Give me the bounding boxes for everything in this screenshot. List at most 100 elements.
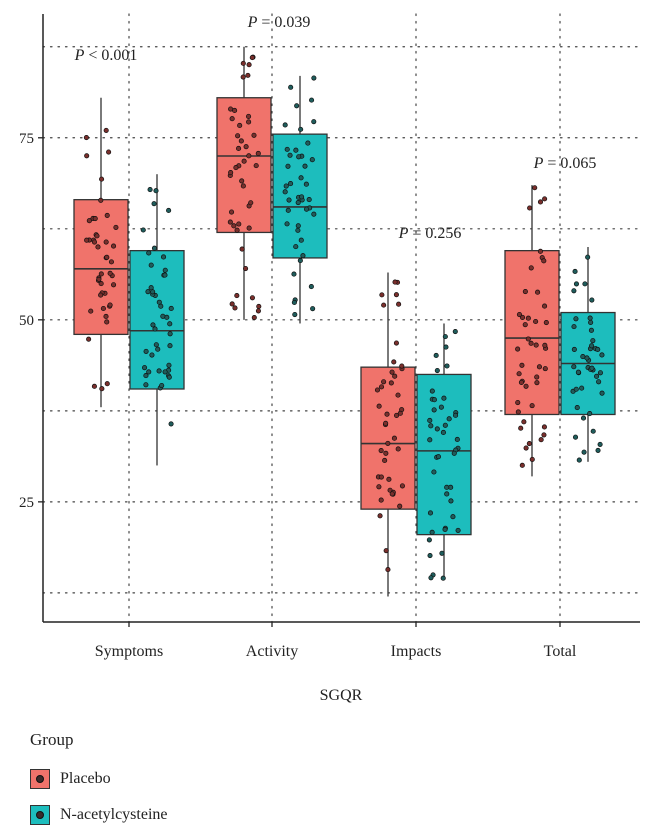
data-point bbox=[542, 366, 548, 372]
data-point bbox=[597, 441, 603, 447]
p-value-label: P = 0.039 bbox=[247, 14, 311, 31]
data-point bbox=[240, 183, 246, 189]
y-tick-label: 25 bbox=[19, 495, 34, 511]
data-point bbox=[588, 319, 594, 325]
data-point bbox=[393, 412, 400, 418]
data-point bbox=[393, 340, 399, 346]
data-point bbox=[579, 385, 585, 391]
data-point bbox=[575, 369, 581, 375]
data-point bbox=[253, 163, 259, 169]
data-point bbox=[541, 432, 547, 438]
data-point bbox=[107, 302, 113, 308]
data-point bbox=[251, 132, 257, 138]
data-point bbox=[298, 126, 304, 132]
data-point bbox=[542, 303, 548, 309]
data-point bbox=[384, 411, 390, 417]
data-point bbox=[167, 331, 173, 337]
legend-title: Group bbox=[30, 730, 74, 749]
data-point bbox=[245, 113, 252, 119]
data-point bbox=[574, 405, 580, 411]
legend-item-nac: N-acetylcysteine bbox=[30, 800, 168, 830]
data-point bbox=[573, 281, 580, 287]
data-point bbox=[374, 387, 381, 393]
data-point bbox=[302, 163, 308, 169]
data-point bbox=[395, 446, 401, 452]
data-point bbox=[94, 233, 100, 239]
data-point bbox=[306, 197, 312, 203]
data-point bbox=[448, 498, 454, 504]
data-point bbox=[98, 292, 104, 298]
data-point bbox=[243, 144, 249, 150]
data-point bbox=[103, 313, 109, 320]
data-point bbox=[147, 187, 153, 193]
data-point bbox=[515, 399, 521, 406]
data-point bbox=[525, 315, 531, 321]
data-point bbox=[537, 248, 543, 254]
data-point bbox=[595, 447, 601, 453]
legend-item-placebo: Placebo bbox=[30, 764, 168, 794]
data-point bbox=[525, 336, 531, 342]
data-point bbox=[571, 346, 577, 352]
data-point bbox=[238, 138, 244, 144]
data-point bbox=[452, 329, 458, 335]
data-point bbox=[294, 103, 300, 109]
data-point bbox=[146, 369, 152, 375]
data-point bbox=[434, 426, 440, 432]
data-point bbox=[587, 315, 593, 321]
data-point bbox=[84, 153, 90, 159]
data-point bbox=[453, 412, 459, 418]
x-tick-label: Activity bbox=[246, 643, 298, 660]
data-point bbox=[537, 199, 544, 205]
data-point bbox=[310, 306, 316, 312]
data-point bbox=[587, 411, 593, 417]
data-point bbox=[426, 537, 432, 543]
data-point bbox=[572, 434, 579, 440]
data-point bbox=[293, 244, 299, 250]
y-tick-label: 75 bbox=[19, 131, 34, 147]
data-point bbox=[298, 237, 304, 243]
data-point bbox=[427, 437, 433, 443]
data-point bbox=[451, 450, 457, 456]
data-point bbox=[580, 415, 587, 421]
data-point bbox=[104, 212, 110, 218]
data-point bbox=[299, 194, 305, 200]
data-point bbox=[303, 181, 309, 187]
data-point bbox=[146, 250, 152, 256]
data-point bbox=[91, 383, 97, 389]
data-point bbox=[113, 224, 119, 230]
data-point bbox=[581, 449, 587, 455]
data-point bbox=[541, 424, 547, 430]
data-point bbox=[529, 456, 535, 462]
data-point bbox=[160, 254, 167, 260]
data-point bbox=[571, 364, 577, 370]
data-point bbox=[162, 369, 168, 375]
data-point bbox=[519, 314, 526, 320]
data-point bbox=[433, 352, 439, 359]
data-point bbox=[108, 259, 114, 265]
data-point bbox=[153, 342, 159, 348]
data-point bbox=[385, 567, 391, 573]
data-point bbox=[519, 362, 525, 368]
data-point bbox=[300, 253, 306, 259]
data-point bbox=[248, 200, 254, 206]
data-point bbox=[255, 308, 261, 314]
data-point bbox=[249, 55, 255, 61]
data-point bbox=[150, 322, 156, 328]
data-point bbox=[434, 367, 440, 374]
data-point bbox=[542, 196, 548, 202]
data-point bbox=[293, 147, 299, 153]
data-point bbox=[110, 243, 117, 249]
data-point bbox=[389, 491, 395, 497]
data-point bbox=[391, 435, 397, 441]
data-point bbox=[228, 170, 234, 176]
data-point bbox=[523, 383, 529, 389]
boxplot-chart: 25 50 75 Symptoms Activity Impacts Total SGQR P … bbox=[19, 13, 641, 704]
data-point bbox=[151, 245, 158, 251]
data-point bbox=[428, 423, 434, 429]
data-point bbox=[532, 185, 538, 191]
data-point bbox=[533, 318, 539, 325]
data-point bbox=[431, 397, 437, 403]
box bbox=[504, 249, 560, 416]
data-point bbox=[441, 395, 447, 401]
data-point bbox=[88, 308, 94, 314]
